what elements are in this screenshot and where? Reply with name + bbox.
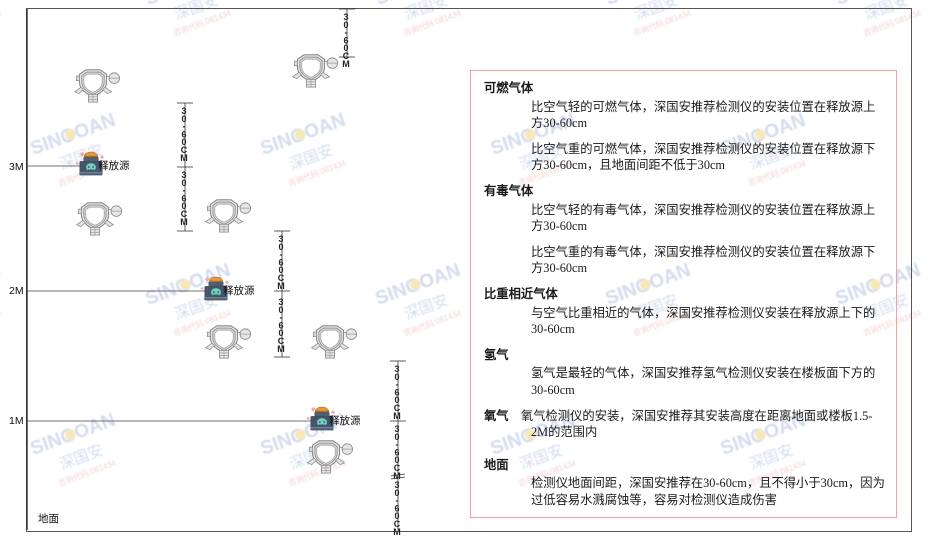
svg-text:释放源: 释放源 (329, 414, 361, 427)
svg-text:地面: 地面 (38, 512, 59, 525)
svg-text:释放源: 释放源 (223, 284, 255, 297)
svg-text:释放源: 释放源 (98, 159, 130, 172)
svg-text:3M: 3M (9, 161, 24, 173)
svg-text:2M: 2M (9, 285, 24, 297)
svg-text:1M: 1M (9, 415, 24, 427)
